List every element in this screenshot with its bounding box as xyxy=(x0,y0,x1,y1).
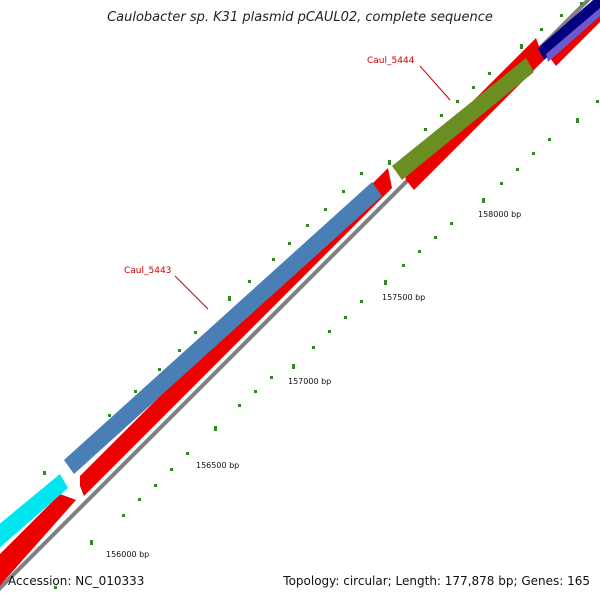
tick-label: 157500 bp xyxy=(382,293,425,302)
gene-label-leader xyxy=(174,275,209,310)
tick-label: 156000 bp xyxy=(106,550,149,559)
gene-bar-caul-5444[interactable] xyxy=(392,58,534,180)
gene-label-caul-5444[interactable]: Caul_5444 xyxy=(367,56,415,66)
gene-label-caul-5443[interactable]: Caul_5443 xyxy=(124,266,171,276)
topology-text: Topology: circular; Length: 177,878 bp; … xyxy=(283,574,590,588)
tick-label: 158000 bp xyxy=(478,210,521,219)
gene-label-leader xyxy=(419,65,451,101)
accession-text: Accession: NC_010333 xyxy=(8,574,145,588)
tick-label: 156500 bp xyxy=(196,461,239,470)
feature-bar-navy-highlight xyxy=(546,8,600,62)
feature-bar-cyan[interactable] xyxy=(0,474,68,556)
tick-marks-outer xyxy=(43,2,583,475)
feature-bar-navy[interactable] xyxy=(538,0,600,60)
tick-label: 157000 bp xyxy=(288,377,331,386)
gene-bar-caul-5443[interactable] xyxy=(64,182,382,474)
map-title: Caulobacter sp. K31 plasmid pCAUL02, com… xyxy=(107,10,493,25)
tick-marks-inner xyxy=(54,100,599,589)
cds-arrow[interactable] xyxy=(0,494,76,590)
